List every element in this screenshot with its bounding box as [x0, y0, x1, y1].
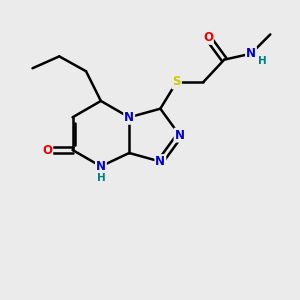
Text: O: O	[203, 31, 213, 44]
Text: N: N	[175, 129, 184, 142]
Text: H: H	[258, 56, 267, 66]
Text: S: S	[172, 75, 181, 88]
Text: N: N	[96, 160, 106, 173]
Text: N: N	[155, 155, 165, 168]
Text: N: N	[246, 47, 256, 60]
Text: N: N	[124, 111, 134, 124]
Text: H: H	[97, 172, 105, 183]
Text: O: O	[42, 143, 52, 157]
